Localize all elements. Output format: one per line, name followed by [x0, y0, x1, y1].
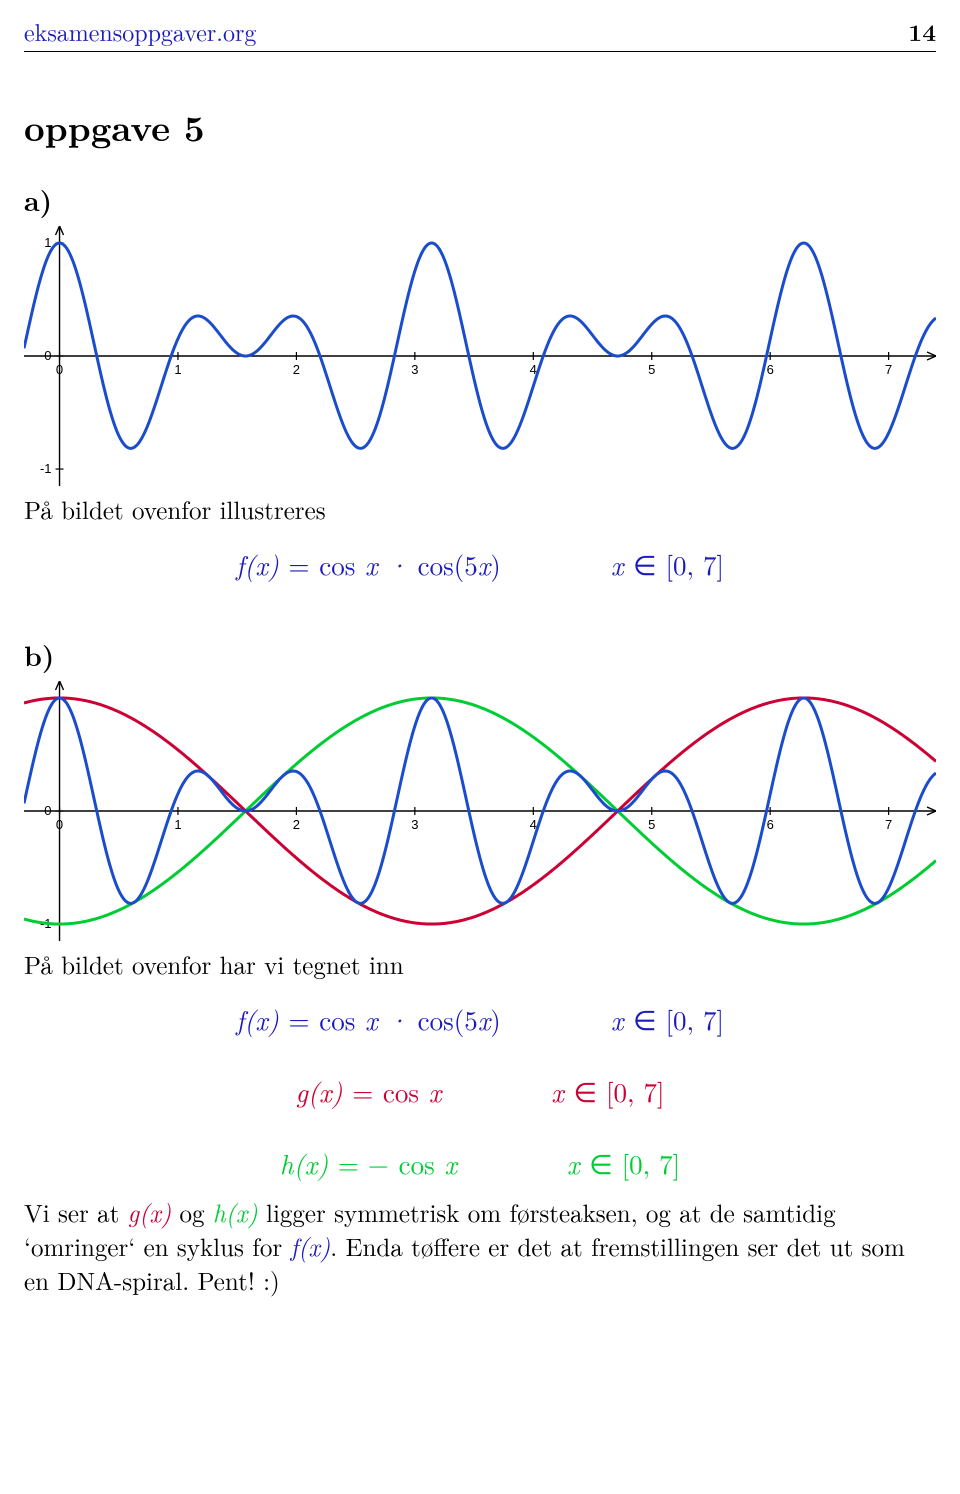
svg-text:-1: -1 — [40, 461, 52, 476]
svg-text:1: 1 — [174, 817, 181, 832]
svg-text:2: 2 — [293, 817, 300, 832]
caption-b: På bildet ovenfor har vi tegnet inn — [24, 947, 936, 982]
eq-g-lhs: g(x) = cos x — [296, 1072, 442, 1110]
svg-text:6: 6 — [767, 817, 774, 832]
page-number: 14 — [908, 15, 936, 49]
svg-text:7: 7 — [885, 362, 892, 377]
svg-text:0: 0 — [44, 348, 51, 363]
para-t2: og — [171, 1195, 213, 1230]
caption-a: På bildet ovenfor illustreres — [24, 492, 936, 527]
eq-f-lhs: f(x) = cos x · cos(5x) — [236, 545, 501, 583]
page-header: eksamensoppgaver.org 14 — [24, 14, 936, 52]
equation-f-a: f(x) = cos x · cos(5x) x ∈ [0, 7] — [24, 545, 936, 583]
equation-g: g(x) = cos x x ∈ [0, 7] — [24, 1072, 936, 1110]
page: eksamensoppgaver.org 14 oppgave 5 a) 0 1 2… — [0, 0, 960, 1337]
para-fx: f(x) — [290, 1229, 330, 1264]
svg-text:7: 7 — [885, 817, 892, 832]
part-b-label: b) — [24, 635, 936, 675]
site-link[interactable]: eksamensoppgaver.org — [24, 14, 256, 48]
svg-text:0: 0 — [56, 817, 63, 832]
svg-text:6: 6 — [767, 362, 774, 377]
equation-h: h(x) = − cos x x ∈ [0, 7] — [24, 1144, 936, 1182]
svg-text:5: 5 — [648, 817, 655, 832]
svg-text:2: 2 — [293, 362, 300, 377]
body-paragraph: Vi ser at g(x) og h(x) ligger symmetrisk… — [24, 1196, 936, 1297]
eq-h-range: x ∈ [0, 7] — [567, 1144, 680, 1182]
svg-text:3: 3 — [411, 817, 418, 832]
chart-a: 01234567-101 — [24, 226, 936, 486]
part-a-label: a) — [24, 180, 936, 220]
eq-f-range: x ∈ [0, 7] — [611, 545, 724, 583]
para-hx: h(x) — [213, 1195, 258, 1230]
chart-b: 01234567-10 — [24, 681, 936, 941]
svg-text:1: 1 — [44, 235, 51, 250]
eq-f-lhs-b: f(x) = cos x · cos(5x) — [236, 1000, 501, 1038]
svg-text:5: 5 — [648, 362, 655, 377]
para-t1: Vi ser at — [24, 1195, 128, 1230]
eq-h-lhs: h(x) = − cos x — [280, 1144, 457, 1182]
svg-text:0: 0 — [44, 803, 51, 818]
svg-text:0: 0 — [56, 362, 63, 377]
page-title: oppgave 5 — [24, 100, 936, 152]
svg-text:1: 1 — [174, 362, 181, 377]
eq-f-range-b: x ∈ [0, 7] — [611, 1000, 724, 1038]
svg-text:3: 3 — [411, 362, 418, 377]
para-gx: g(x) — [128, 1195, 172, 1230]
eq-g-range: x ∈ [0, 7] — [551, 1072, 664, 1110]
equation-f-b: f(x) = cos x · cos(5x) x ∈ [0, 7] — [24, 1000, 936, 1038]
